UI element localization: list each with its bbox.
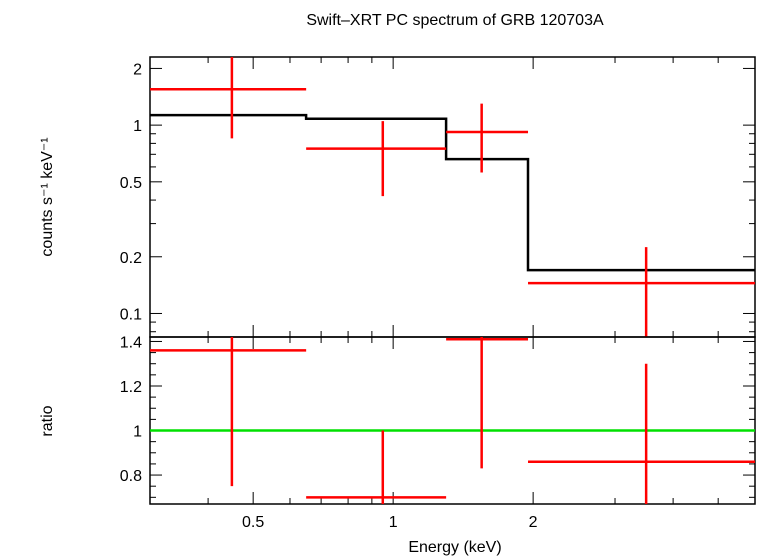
- bottom-y-axis-label: ratio: [39, 405, 56, 436]
- x-axis-label: Energy (keV): [408, 539, 501, 556]
- y-tick-label: 0.1: [120, 306, 142, 323]
- y-tick-label: 1: [133, 424, 142, 441]
- top-panel: 0.1 0.2 0.5 1 2 counts s⁻¹ keV⁻¹: [39, 56, 756, 338]
- chart-title: Swift–XRT PC spectrum of GRB 120703A: [306, 12, 604, 29]
- y-tick-label: 0.2: [120, 250, 142, 267]
- bottom-panel: 0.8 1 1.2 1.4 0.5 1 2 ratio Energy (keV): [39, 334, 756, 556]
- x-tick-label: 2: [529, 514, 538, 531]
- x-tick-label: 1: [389, 514, 398, 531]
- y-tick-label: 1.2: [120, 379, 142, 396]
- top-panel-data: [150, 57, 755, 337]
- top-y-axis-label: counts s⁻¹ keV⁻¹: [39, 137, 56, 256]
- bottom-panel-data: [150, 337, 755, 504]
- y-tick-label: 2: [133, 61, 142, 78]
- top-panel-frame: [149, 56, 756, 338]
- bottom-panel-axes: 0.8 1 1.2 1.4 0.5 1 2: [120, 334, 755, 531]
- top-panel-model: [150, 113, 755, 272]
- y-tick-label: 1.4: [120, 334, 142, 351]
- y-tick-label: 0.5: [120, 175, 142, 192]
- y-tick-label: 0.8: [120, 468, 142, 485]
- x-tick-label: 0.5: [242, 514, 264, 531]
- model-step-line: [150, 113, 755, 272]
- top-panel-axes: 0.1 0.2 0.5 1 2: [120, 57, 755, 337]
- y-tick-label: 1: [133, 118, 142, 135]
- bottom-panel-frame: [149, 336, 756, 505]
